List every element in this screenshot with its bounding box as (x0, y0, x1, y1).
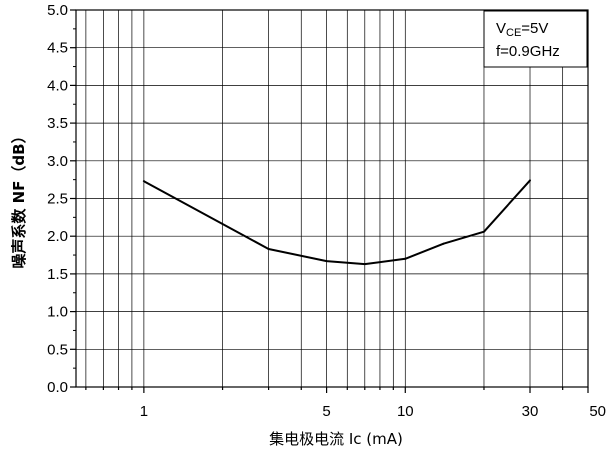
data-point (363, 263, 366, 266)
data-point (404, 257, 407, 260)
legend-box (483, 10, 588, 68)
x-tick-label: 5 (322, 403, 330, 420)
y-tick-label: 5.0 (47, 2, 68, 19)
data-point (142, 180, 145, 183)
y-tick-label: 0.0 (47, 379, 68, 396)
y-tick-label: 2.0 (47, 228, 68, 245)
x-tick-label: 1 (140, 403, 148, 420)
x-axis-title: 集电极电流 Ic (mA) (269, 430, 403, 448)
legend-line-vce: VCE=5V (496, 20, 548, 39)
y-tick-label: 4.0 (47, 77, 68, 94)
legend-freq-main: f=0.9GHz (496, 43, 560, 60)
data-point (325, 260, 328, 263)
x-tick-label: 30 (522, 403, 539, 420)
y-tick-label: 1.0 (47, 304, 68, 321)
y-tick-labels: 0.0 0.5 1.0 1.5 2.0 2.5 3.0 3.5 4.0 4.5 5.0 (47, 2, 68, 396)
x-tick-labels: 1 5 10 30 50 (140, 403, 606, 420)
y-tick-label: 4.5 (47, 40, 68, 57)
data-point (267, 248, 270, 251)
y-tick-label: 3.5 (47, 115, 68, 132)
y-tick-label: 0.5 (47, 341, 68, 358)
y-tick-label: 3.0 (47, 153, 68, 170)
x-tick-label: 10 (397, 403, 414, 420)
series-line (143, 179, 531, 266)
y-axis-title: 噪声系数 NF（dB） (10, 128, 28, 268)
x-tick-label: 50 (589, 403, 606, 420)
legend-line-freq: f=0.9GHz (496, 43, 560, 60)
y-tick-label: 2.5 (47, 191, 68, 208)
condition-legend: VCE=5V f=0.9GHz (483, 10, 588, 68)
data-point (482, 230, 485, 233)
legend-vce-main: V (496, 20, 506, 37)
series-layer (142, 179, 532, 266)
legend-vce-tail: =5V (521, 20, 548, 37)
data-point (442, 242, 445, 245)
y-tick-label: 1.5 (47, 266, 68, 283)
data-point (529, 179, 532, 182)
axis-ticks (70, 9, 589, 393)
legend-vce-sub: CE (506, 27, 521, 39)
